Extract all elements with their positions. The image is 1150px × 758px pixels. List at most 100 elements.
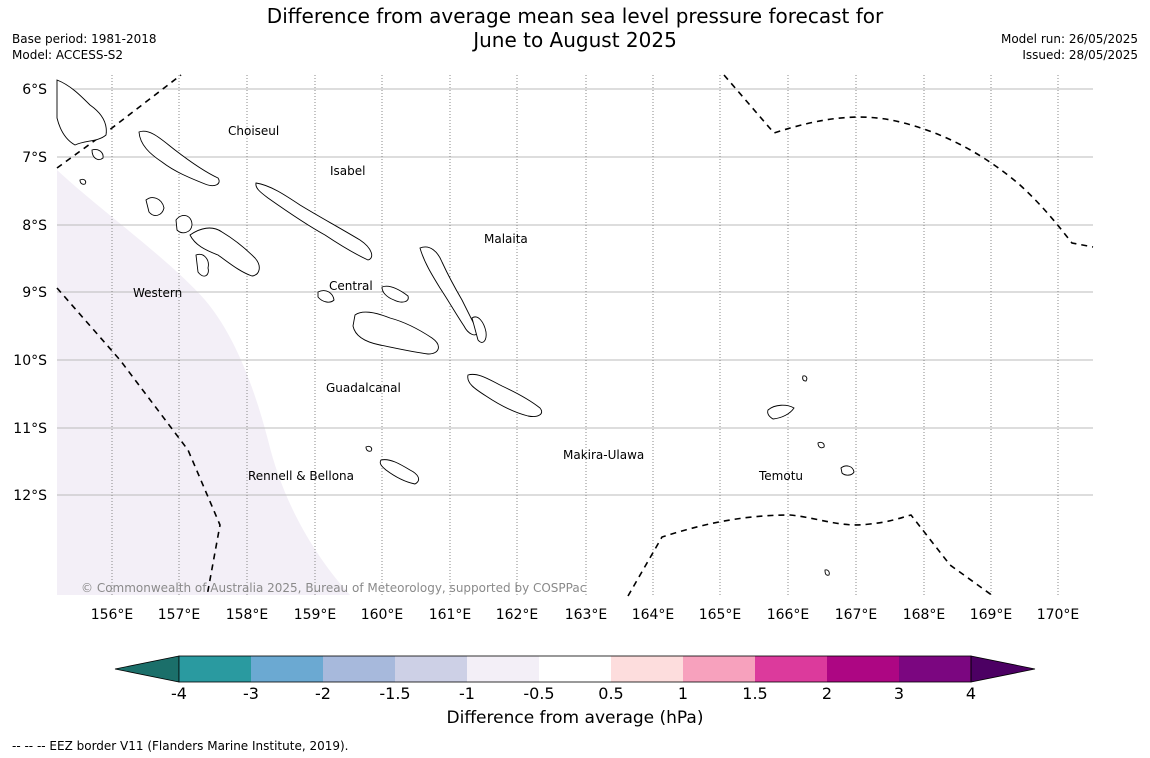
lat-label: 9°S — [22, 285, 47, 301]
lon-label: 159°E — [294, 607, 337, 623]
lat-label: 10°S — [13, 353, 47, 369]
latitude-gridlines — [57, 88, 1093, 496]
place-temotu: Temotu — [758, 469, 803, 483]
island-utupua — [817, 441, 825, 449]
place-guadalcanal: Guadalcanal — [326, 381, 401, 395]
title-line-2: June to August 2025 — [473, 28, 677, 52]
island-santa-cruz — [767, 404, 795, 420]
title-line-1: Difference from average mean sea level p… — [266, 4, 884, 28]
colorbar-label: Difference from average (hPa) — [446, 708, 704, 728]
meta-right: Model run: 26/05/2025 Issued: 28/05/2025 — [1001, 31, 1138, 63]
eez-borders — [56, 74, 1094, 597]
colorbar-tick: -4 — [171, 684, 187, 703]
map-panel: 6°S 7°S 8°S 9°S 10°S 11°S 12°S 156°E 157… — [13, 74, 1094, 623]
island-small-malaita — [471, 316, 487, 343]
island-central-ngella — [317, 290, 335, 303]
island-savo — [381, 285, 409, 303]
island-tikopia — [824, 569, 830, 576]
island-rendova — [195, 253, 209, 277]
colorbar-tick: 0.5 — [598, 684, 623, 703]
longitude-labels: 156°E 157°E 158°E 159°E 160°E 161°E 162°… — [91, 607, 1080, 623]
colorbar-tick-labels: -4 -3 -2 -1.5 -1 -0.5 0.5 1 1.5 2 3 4 — [171, 684, 976, 703]
base-period: Base period: 1981-2018 — [12, 32, 157, 46]
island-new-georgia — [189, 227, 260, 277]
island-coastlines — [56, 79, 855, 576]
place-choiseul: Choiseul — [228, 124, 279, 138]
colorbar-segment — [611, 656, 683, 682]
map-title: Difference from average mean sea level p… — [0, 4, 1150, 52]
place-isabel: Isabel — [330, 164, 365, 178]
colorbar-segment — [755, 656, 827, 682]
lon-label: 164°E — [632, 607, 675, 623]
colorbar-tick: -2 — [315, 684, 331, 703]
colorbar-segment — [323, 656, 395, 682]
colorbar-extend-high — [970, 655, 1036, 683]
province-labels: Choiseul Isabel Malaita Central Western … — [133, 124, 803, 483]
copyright-notice: © Commonwealth of Australia 2025, Bureau… — [81, 581, 586, 595]
colorbar-segment — [899, 656, 971, 682]
lon-label: 157°E — [158, 607, 201, 623]
island-choiseul — [138, 130, 220, 187]
colorbar: -4 -3 -2 -1.5 -1 -0.5 0.5 1 1.5 2 3 4 — [114, 655, 1036, 703]
colorbar-segment — [251, 656, 323, 682]
lon-label: 158°E — [226, 607, 269, 623]
colorbar-segment — [395, 656, 467, 682]
place-western: Western — [133, 286, 182, 300]
place-central: Central — [329, 279, 373, 293]
colorbar-tick: 3 — [894, 684, 904, 703]
lon-label: 161°E — [429, 607, 472, 623]
place-rennell-bellona: Rennell & Bellona — [248, 469, 354, 483]
issued-date: Issued: 28/05/2025 — [1022, 48, 1138, 62]
lon-label: 160°E — [361, 607, 404, 623]
island-rennell — [379, 459, 420, 485]
colorbar-tick: -3 — [243, 684, 259, 703]
colorbar-tick: -0.5 — [523, 684, 554, 703]
island-bougainville — [56, 79, 107, 146]
island-makira — [467, 373, 543, 417]
lat-label: 8°S — [22, 218, 47, 234]
place-makira-ulawa: Makira-Ulawa — [563, 448, 644, 462]
colorbar-tick: 4 — [966, 684, 976, 703]
colorbar-tick: -1.5 — [379, 684, 410, 703]
lon-label: 168°E — [903, 607, 946, 623]
island-bellona — [365, 445, 373, 452]
lon-label: 156°E — [91, 607, 134, 623]
island-kolombangara — [175, 214, 193, 234]
lat-label: 12°S — [13, 488, 47, 504]
colorbar-segment — [179, 656, 251, 682]
meta-left: Base period: 1981-2018 Model: ACCESS-S2 — [12, 31, 157, 63]
latitude-labels: 6°S 7°S 8°S 9°S 10°S 11°S 12°S — [13, 82, 47, 504]
lon-label: 165°E — [699, 607, 742, 623]
colorbar-tick: 1.5 — [742, 684, 767, 703]
island-treasury — [79, 178, 87, 185]
lat-label: 7°S — [22, 150, 47, 166]
island-guadalcanal — [352, 311, 439, 355]
model-name: Model: ACCESS-S2 — [12, 48, 124, 62]
pressure-anomaly-shading — [57, 170, 350, 595]
lon-label: 167°E — [835, 607, 878, 623]
colorbar-tick: -1 — [459, 684, 475, 703]
lon-label: 169°E — [970, 607, 1013, 623]
colorbar-segment — [683, 656, 755, 682]
island-vanikoro — [840, 465, 855, 476]
island-isabel — [255, 182, 373, 261]
island-malaita — [419, 246, 479, 336]
island-shortland — [91, 149, 104, 161]
island-vella-lavella — [145, 197, 165, 216]
colorbar-extend-low — [114, 655, 180, 683]
lon-label: 166°E — [767, 607, 810, 623]
colorbar-tick: 2 — [822, 684, 832, 703]
lon-label: 162°E — [496, 607, 539, 623]
model-run: Model run: 26/05/2025 — [1000, 32, 1138, 46]
lon-label: 170°E — [1037, 607, 1080, 623]
colorbar-segment — [827, 656, 899, 682]
colorbar-tick: 1 — [678, 684, 688, 703]
eez-legend-note: -- -- -- EEZ border V11 (Flanders Marine… — [12, 739, 349, 753]
colorbar-segment — [539, 656, 611, 682]
island-duff — [802, 375, 808, 382]
colorbar-segment — [467, 656, 539, 682]
lon-label: 163°E — [565, 607, 608, 623]
lat-label: 6°S — [22, 82, 47, 98]
place-malaita: Malaita — [484, 232, 528, 246]
